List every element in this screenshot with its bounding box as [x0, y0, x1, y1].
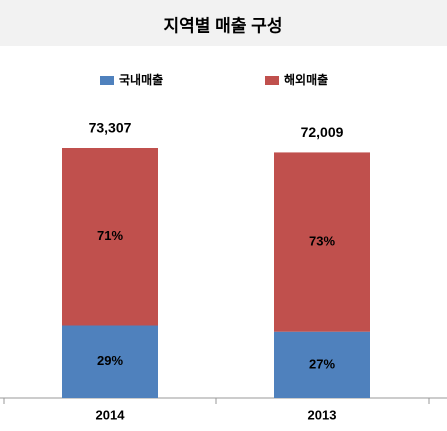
segment-label: 71% — [97, 228, 123, 243]
bar-segment — [62, 325, 158, 398]
segment-label: 73% — [309, 233, 335, 248]
bar-segment — [274, 152, 370, 332]
total-label: 73,307 — [89, 120, 132, 136]
legend-label: 국내매출 — [119, 72, 163, 87]
x-tick-label: 2014 — [96, 407, 126, 422]
total-label: 72,009 — [301, 124, 344, 140]
chart-title: 지역별 매출 구성 — [164, 16, 283, 35]
legend-label: 해외매출 — [284, 72, 328, 87]
bar-segment — [274, 331, 370, 398]
legend-swatch — [265, 76, 279, 85]
x-tick-label: 2013 — [308, 407, 337, 422]
segment-label: 27% — [309, 356, 335, 371]
legend-swatch — [100, 76, 114, 85]
bar-segment — [62, 148, 158, 326]
title-band — [0, 0, 447, 46]
segment-label: 29% — [97, 353, 123, 368]
